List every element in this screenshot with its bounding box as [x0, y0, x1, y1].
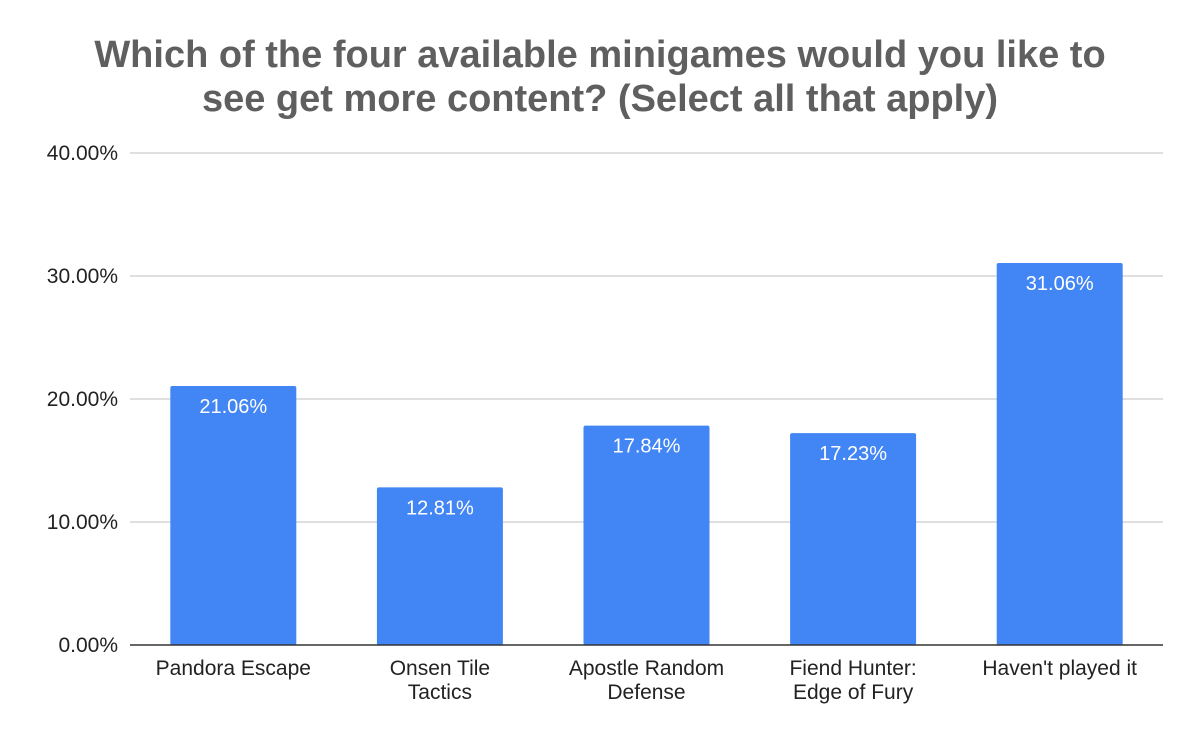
y-tick-label: 40.00% — [47, 142, 118, 165]
category-label: Pandora Escape — [156, 657, 311, 680]
labels: 0.00% 10.00% 20.00% 30.00% 40.00% 21.06% Pando… — [47, 142, 1137, 704]
y-tick-label: 20.00% — [47, 388, 118, 411]
bars — [170, 262, 1123, 645]
bar — [376, 487, 503, 645]
bar — [790, 433, 917, 645]
bar-value-label: 21.06% — [199, 396, 267, 418]
category-label: Fiend Hunter: — [789, 657, 916, 680]
bar — [996, 262, 1123, 645]
category-label: Tactics — [408, 681, 472, 704]
category-label: Haven't played it — [982, 657, 1137, 680]
chart-title-line-1: Which of the four available minigames wo… — [94, 34, 1106, 76]
category-label: Defense — [607, 681, 685, 704]
y-tick-label: 30.00% — [47, 265, 118, 288]
bar-value-label: 17.23% — [819, 443, 887, 465]
category-label: Onsen Tile — [390, 657, 490, 680]
bar-value-label: 31.06% — [1026, 273, 1094, 295]
chart-title-line-2: see get more content? (Select all that a… — [201, 78, 999, 120]
y-tick-label: 10.00% — [47, 511, 118, 534]
y-tick-label: 0.00% — [58, 634, 118, 657]
bar-value-label: 17.84% — [613, 436, 681, 458]
category-label: Apostle Random — [569, 657, 724, 680]
chart-title: Which of the four available minigames wo… — [0, 33, 1200, 121]
bar-value-label: 12.81% — [406, 497, 474, 519]
category-label: Edge of Fury — [793, 681, 914, 704]
bar — [170, 385, 297, 645]
bar — [583, 425, 710, 645]
